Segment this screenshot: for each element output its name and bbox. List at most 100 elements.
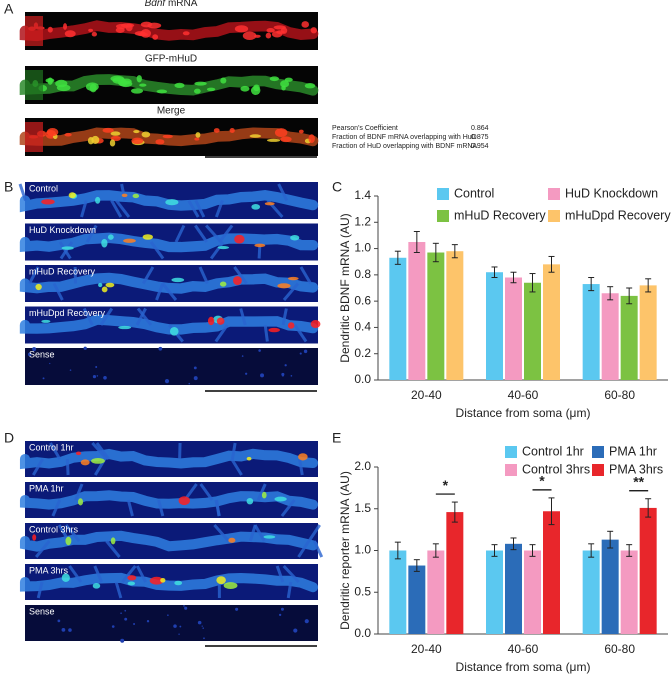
branch (307, 524, 321, 542)
bar (486, 272, 503, 380)
legend-label: PMA 1hr (609, 444, 657, 458)
image-label: HuD Knockdown (29, 225, 96, 235)
speck (124, 609, 127, 612)
branch (36, 581, 44, 599)
speck (278, 613, 282, 617)
spot (41, 199, 55, 205)
branch (157, 499, 165, 517)
spot (261, 491, 267, 499)
spot (41, 319, 51, 323)
branch (275, 565, 285, 583)
spot (77, 498, 84, 506)
image-background (25, 348, 318, 385)
spot (246, 456, 252, 461)
spot (178, 496, 190, 506)
y-axis-title: Dendritic reporter mRNA (AU) (338, 471, 352, 630)
image-label: Sense (29, 349, 55, 359)
error-bar (529, 544, 536, 557)
branch (64, 524, 81, 542)
spot (265, 32, 272, 39)
y-axis-title: Dendritic BDNF mRNA (AU) (338, 213, 352, 362)
speck (304, 619, 309, 624)
significance-label: * (539, 473, 545, 489)
y-tick-label: 0.5 (354, 584, 371, 598)
speck (68, 628, 72, 632)
legend-swatch (505, 464, 517, 476)
branch (213, 524, 230, 542)
spot (55, 79, 68, 88)
spot (301, 21, 310, 28)
branch (282, 282, 300, 301)
dendrite (19, 448, 319, 470)
error-bar (588, 543, 595, 558)
spot (115, 27, 125, 33)
spot (80, 459, 90, 466)
error-bar (626, 544, 633, 557)
branch (105, 540, 121, 558)
panel-label: B (4, 179, 13, 195)
branch (280, 499, 296, 517)
image-label: PMA 3hrs (29, 565, 69, 575)
speck (235, 607, 239, 611)
branch (281, 308, 288, 326)
spot (141, 131, 151, 138)
branch (136, 307, 153, 326)
speck (69, 369, 72, 371)
y-tick-label: 0.0 (354, 372, 371, 386)
spot (123, 238, 136, 243)
error-bar (645, 498, 652, 518)
spot (219, 281, 227, 287)
spot (121, 193, 128, 198)
speck (281, 372, 285, 376)
speck (258, 349, 261, 352)
speck (96, 375, 99, 377)
error-bar (588, 276, 595, 292)
branch (59, 241, 74, 260)
speck (133, 623, 136, 626)
spot (263, 535, 276, 539)
y-tick-label: 1.2 (354, 214, 371, 228)
bar (639, 285, 657, 380)
image-label: mHuDpd Recovery (29, 308, 106, 318)
bar (582, 550, 600, 634)
branch (52, 282, 64, 301)
branch (95, 442, 110, 460)
branch (18, 183, 27, 201)
speck (83, 346, 87, 350)
branch (209, 241, 225, 260)
spot (266, 138, 281, 142)
micrograph (25, 346, 318, 385)
bar (446, 251, 464, 380)
y-tick-label: 1.4 (354, 188, 371, 202)
error-bar (432, 242, 439, 263)
micrograph (19, 523, 324, 559)
spot (152, 34, 159, 40)
dendrite (19, 20, 319, 42)
micrograph (19, 441, 319, 477)
micrograph (19, 306, 321, 344)
speck (280, 607, 284, 611)
error-bar (413, 559, 420, 572)
spot (117, 79, 128, 87)
spot (266, 28, 275, 33)
legend-label: PMA 3hrs (609, 462, 663, 476)
spot (194, 81, 207, 86)
speck (32, 347, 37, 352)
spot (101, 286, 108, 293)
speck (201, 625, 203, 627)
spot (194, 137, 200, 141)
spot (130, 88, 144, 94)
spot (240, 85, 250, 92)
branch (298, 458, 304, 476)
legend-label: mHuDpd Recovery (565, 208, 671, 222)
bar (505, 543, 522, 634)
error-bar (645, 278, 652, 293)
speck (173, 624, 177, 628)
spot (32, 534, 37, 541)
branch (34, 540, 51, 558)
branch (161, 282, 178, 301)
legend-swatch (592, 446, 604, 458)
bar (543, 511, 560, 634)
spot (217, 245, 230, 250)
legend-label: HuD Knockdown (565, 186, 658, 200)
